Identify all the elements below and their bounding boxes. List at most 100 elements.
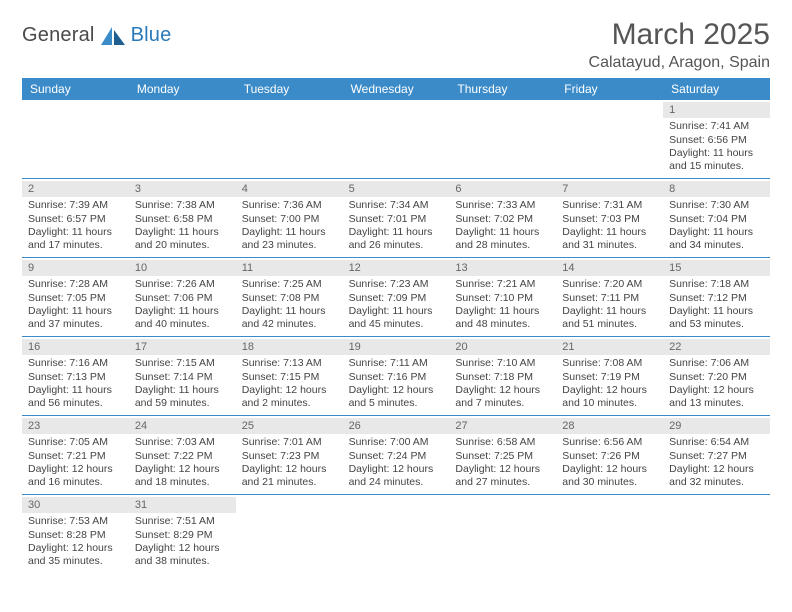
day-number: 9 [22, 260, 129, 276]
daylight-text: and 27 minutes. [455, 476, 550, 489]
day-number: 28 [556, 418, 663, 434]
daylight-text: and 37 minutes. [28, 318, 123, 331]
calendar-day-cell: 11Sunrise: 7:25 AMSunset: 7:08 PMDayligh… [236, 258, 343, 336]
calendar-empty-cell [449, 100, 556, 178]
calendar-week: 16Sunrise: 7:16 AMSunset: 7:13 PMDayligh… [22, 337, 770, 416]
calendar-day-cell: 21Sunrise: 7:08 AMSunset: 7:19 PMDayligh… [556, 337, 663, 415]
day-number: 2 [22, 181, 129, 197]
title-block: March 2025 Calatayud, Aragon, Spain [589, 18, 770, 72]
sunset-text: Sunset: 7:12 PM [669, 292, 764, 305]
daylight-text: and 23 minutes. [242, 239, 337, 252]
daylight-text: and 34 minutes. [669, 239, 764, 252]
daylight-text: and 10 minutes. [562, 397, 657, 410]
calendar-empty-cell [343, 495, 450, 573]
daylight-text: Daylight: 11 hours [135, 384, 230, 397]
day-number: 27 [449, 418, 556, 434]
sunrise-text: Sunrise: 7:26 AM [135, 278, 230, 291]
sunrise-text: Sunrise: 7:34 AM [349, 199, 444, 212]
weekday-header: Thursday [449, 78, 556, 100]
sunrise-text: Sunrise: 7:41 AM [669, 120, 764, 133]
daylight-text: Daylight: 12 hours [135, 463, 230, 476]
sunset-text: Sunset: 7:04 PM [669, 213, 764, 226]
sunset-text: Sunset: 7:01 PM [349, 213, 444, 226]
sunset-text: Sunset: 8:29 PM [135, 529, 230, 542]
daylight-text: Daylight: 12 hours [349, 384, 444, 397]
daylight-text: and 31 minutes. [562, 239, 657, 252]
daylight-text: Daylight: 12 hours [349, 463, 444, 476]
daylight-text: Daylight: 11 hours [455, 226, 550, 239]
calendar-week: 1Sunrise: 7:41 AMSunset: 6:56 PMDaylight… [22, 100, 770, 179]
sunset-text: Sunset: 7:05 PM [28, 292, 123, 305]
calendar-empty-cell [22, 100, 129, 178]
weekday-header-row: Sunday Monday Tuesday Wednesday Thursday… [22, 78, 770, 100]
weekday-header: Monday [129, 78, 236, 100]
daylight-text: Daylight: 11 hours [562, 305, 657, 318]
calendar-week: 30Sunrise: 7:53 AMSunset: 8:28 PMDayligh… [22, 495, 770, 573]
day-number: 3 [129, 181, 236, 197]
daylight-text: and 32 minutes. [669, 476, 764, 489]
daylight-text: and 45 minutes. [349, 318, 444, 331]
daylight-text: Daylight: 11 hours [135, 305, 230, 318]
weekday-header: Sunday [22, 78, 129, 100]
daylight-text: Daylight: 12 hours [455, 463, 550, 476]
sunrise-text: Sunrise: 7:25 AM [242, 278, 337, 291]
calendar-day-cell: 3Sunrise: 7:38 AMSunset: 6:58 PMDaylight… [129, 179, 236, 257]
calendar-grid: Sunday Monday Tuesday Wednesday Thursday… [22, 78, 770, 573]
sunset-text: Sunset: 7:13 PM [28, 371, 123, 384]
sunrise-text: Sunrise: 7:00 AM [349, 436, 444, 449]
sunrise-text: Sunrise: 7:51 AM [135, 515, 230, 528]
day-number: 26 [343, 418, 450, 434]
daylight-text: Daylight: 11 hours [242, 305, 337, 318]
daylight-text: and 30 minutes. [562, 476, 657, 489]
sunset-text: Sunset: 7:09 PM [349, 292, 444, 305]
daylight-text: and 38 minutes. [135, 555, 230, 568]
sunset-text: Sunset: 7:16 PM [349, 371, 444, 384]
calendar-day-cell: 31Sunrise: 7:51 AMSunset: 8:29 PMDayligh… [129, 495, 236, 573]
daylight-text: Daylight: 11 hours [28, 384, 123, 397]
daylight-text: Daylight: 11 hours [669, 226, 764, 239]
daylight-text: and 28 minutes. [455, 239, 550, 252]
day-number: 13 [449, 260, 556, 276]
daylight-text: and 7 minutes. [455, 397, 550, 410]
daylight-text: and 2 minutes. [242, 397, 337, 410]
daylight-text: Daylight: 12 hours [28, 542, 123, 555]
day-number: 10 [129, 260, 236, 276]
daylight-text: and 40 minutes. [135, 318, 230, 331]
weekday-header: Saturday [663, 78, 770, 100]
calendar-page: General Blue March 2025 Calatayud, Arago… [0, 0, 792, 583]
daylight-text: Daylight: 12 hours [562, 463, 657, 476]
sunset-text: Sunset: 6:58 PM [135, 213, 230, 226]
daylight-text: Daylight: 11 hours [669, 305, 764, 318]
sunrise-text: Sunrise: 7:39 AM [28, 199, 123, 212]
sunrise-text: Sunrise: 7:33 AM [455, 199, 550, 212]
day-number: 20 [449, 339, 556, 355]
daylight-text: and 42 minutes. [242, 318, 337, 331]
day-number: 30 [22, 497, 129, 513]
daylight-text: Daylight: 11 hours [28, 305, 123, 318]
brand-sail-icon [99, 25, 127, 47]
sunrise-text: Sunrise: 7:53 AM [28, 515, 123, 528]
day-number: 18 [236, 339, 343, 355]
calendar-day-cell: 28Sunrise: 6:56 AMSunset: 7:26 PMDayligh… [556, 416, 663, 494]
calendar-day-cell: 2Sunrise: 7:39 AMSunset: 6:57 PMDaylight… [22, 179, 129, 257]
calendar-empty-cell [236, 495, 343, 573]
sunrise-text: Sunrise: 7:21 AM [455, 278, 550, 291]
sunset-text: Sunset: 7:25 PM [455, 450, 550, 463]
day-number: 21 [556, 339, 663, 355]
day-number: 4 [236, 181, 343, 197]
daylight-text: and 26 minutes. [349, 239, 444, 252]
calendar-day-cell: 26Sunrise: 7:00 AMSunset: 7:24 PMDayligh… [343, 416, 450, 494]
daylight-text: Daylight: 12 hours [669, 384, 764, 397]
calendar-empty-cell [129, 100, 236, 178]
daylight-text: Daylight: 11 hours [669, 147, 764, 160]
sunset-text: Sunset: 7:06 PM [135, 292, 230, 305]
day-number: 8 [663, 181, 770, 197]
calendar-day-cell: 15Sunrise: 7:18 AMSunset: 7:12 PMDayligh… [663, 258, 770, 336]
sunrise-text: Sunrise: 6:56 AM [562, 436, 657, 449]
sunrise-text: Sunrise: 6:58 AM [455, 436, 550, 449]
calendar-day-cell: 18Sunrise: 7:13 AMSunset: 7:15 PMDayligh… [236, 337, 343, 415]
sunset-text: Sunset: 7:21 PM [28, 450, 123, 463]
sunrise-text: Sunrise: 7:13 AM [242, 357, 337, 370]
sunrise-text: Sunrise: 7:31 AM [562, 199, 657, 212]
calendar-day-cell: 4Sunrise: 7:36 AMSunset: 7:00 PMDaylight… [236, 179, 343, 257]
